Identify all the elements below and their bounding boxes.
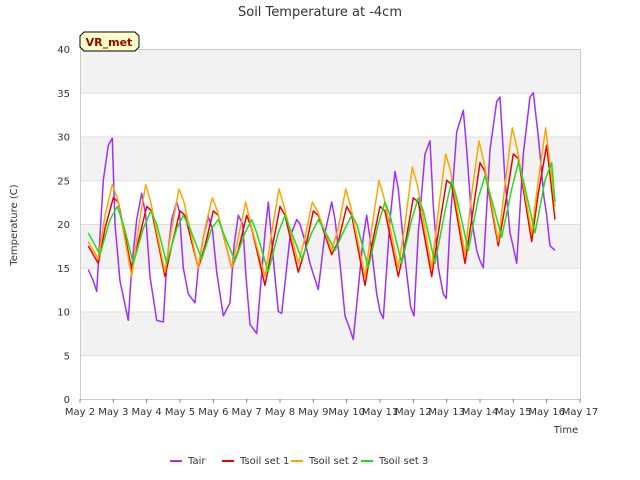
x-axis-label: Time — [553, 425, 578, 436]
x-tick-label: May 13 — [428, 407, 465, 418]
y-tick-label: 25 — [57, 176, 70, 187]
x-tick-label: May 16 — [528, 407, 565, 418]
vr-met-badge: VR_met — [79, 31, 140, 52]
x-tick-label: May 3 — [98, 407, 128, 418]
x-tick-label: May 8 — [265, 407, 295, 418]
y-tick-label: 40 — [57, 45, 70, 56]
x-tick-label: May 4 — [132, 407, 162, 418]
plot-band — [80, 136, 580, 181]
x-tick-label: May 9 — [298, 407, 328, 418]
legend-label: Tsoil set 1 — [239, 456, 289, 467]
plot-band — [80, 311, 580, 356]
y-tick-label: 15 — [57, 264, 70, 275]
series-line-tsoil-set-2 — [87, 127, 556, 278]
chart-title: Soil Temperature at -4cm — [238, 5, 402, 20]
legend-label: Tair — [187, 456, 206, 467]
x-tick-label: May 5 — [165, 407, 195, 418]
x-tick-label: May 2 — [65, 407, 95, 418]
vr-met-badge-label: VR_met — [86, 36, 133, 49]
plot-area-frame — [80, 49, 581, 400]
y-axis-label: Temperature (C) — [9, 184, 20, 266]
plot-band — [80, 49, 580, 93]
x-tick-label: May 15 — [495, 407, 532, 418]
x-tick-label: May 6 — [198, 407, 228, 418]
y-tick-label: 10 — [57, 308, 70, 319]
x-tick-label: May 14 — [462, 407, 499, 418]
x-tick-label: May 11 — [362, 407, 399, 418]
legend: Tair Tsoil set 1 Tsoil set 2 Tsoil set 3 — [170, 456, 428, 467]
x-tick-label: May 12 — [395, 407, 432, 418]
y-tick-label: 5 — [64, 351, 70, 362]
x-tick-label: May 7 — [232, 407, 262, 418]
series-line-tair — [87, 92, 556, 341]
series-line-tsoil-set-3 — [87, 161, 556, 273]
x-axis-ticks: May 2 May 3 May 4 May 5 May 6 May 7 May 8 May 9… — [65, 399, 598, 418]
legend-label: Tsoil set 3 — [378, 456, 428, 467]
y-tick-label: 20 — [57, 220, 70, 231]
y-tick-label: 35 — [57, 89, 70, 100]
y-tick-label: 0 — [64, 395, 70, 406]
y-axis-ticks: 0 5 10 15 20 25 30 35 40 — [57, 45, 70, 406]
x-tick-label: May 10 — [328, 407, 365, 418]
series-lines — [87, 92, 556, 341]
x-tick-label: May 17 — [562, 407, 599, 418]
legend-label: Tsoil set 2 — [308, 456, 358, 467]
y-tick-label: 30 — [57, 133, 70, 144]
